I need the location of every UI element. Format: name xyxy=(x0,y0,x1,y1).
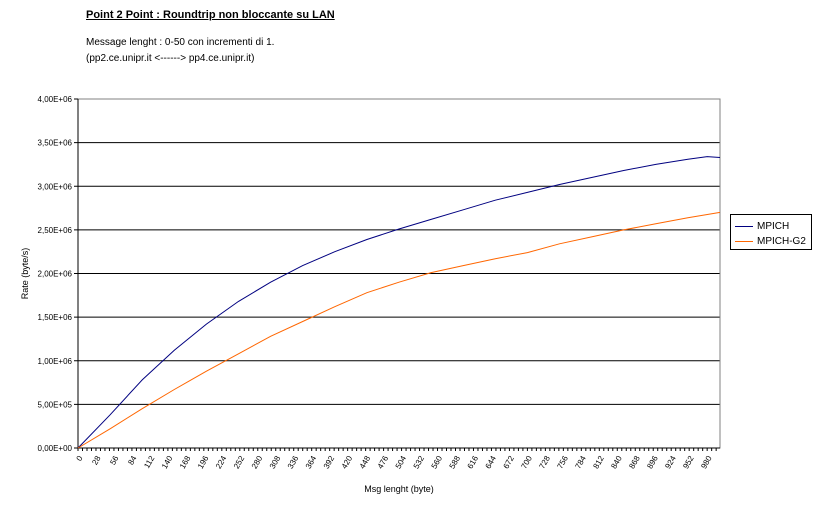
y-tick-label: 3,50E+06 xyxy=(38,139,73,148)
legend-label-mpich-g2: MPICH-G2 xyxy=(757,235,806,247)
x-tick-label: 280 xyxy=(250,454,265,471)
series-line-mpich-g2 xyxy=(77,211,721,449)
x-tick-label: 364 xyxy=(304,454,319,471)
series-line-mpich xyxy=(77,156,721,449)
x-tick-label: 392 xyxy=(322,454,337,471)
x-tick-label: 840 xyxy=(609,454,624,471)
legend-swatch-mpich-g2 xyxy=(735,240,753,242)
x-tick-label: 224 xyxy=(214,454,229,471)
legend-item-mpich-g2: MPICH-G2 xyxy=(735,235,806,247)
y-tick-label: 0,00E+00 xyxy=(38,444,73,453)
y-tick-label: 1,50E+06 xyxy=(38,313,73,322)
x-tick-label: 140 xyxy=(160,454,175,471)
x-tick-label: 252 xyxy=(232,454,247,471)
x-tick-label: 980 xyxy=(699,454,714,471)
legend: MPICH MPICH-G2 xyxy=(730,214,812,250)
subtitle-message-length: Message lenght : 0-50 con incrementi di … xyxy=(86,37,275,48)
subtitle-hosts: (pp2.ce.unipr.it <------> pp4.ce.unipr.i… xyxy=(86,53,255,64)
y-tick-label: 1,00E+06 xyxy=(38,357,73,366)
x-tick-label: 56 xyxy=(108,454,121,467)
x-tick-label: 784 xyxy=(573,454,588,471)
x-tick-label: 812 xyxy=(591,454,606,471)
x-tick-label: 588 xyxy=(448,454,463,471)
x-tick-label: 336 xyxy=(286,454,301,471)
y-tick-label: 2,50E+06 xyxy=(38,226,73,235)
x-tick-label: 924 xyxy=(663,454,678,471)
legend-item-mpich: MPICH xyxy=(735,220,789,232)
x-tick-label: 168 xyxy=(178,454,193,471)
x-tick-label: 644 xyxy=(484,454,499,471)
y-axis-label: Rate (byte/s) xyxy=(20,248,30,300)
gridlines xyxy=(78,98,720,405)
y-tick-label: 4,00E+06 xyxy=(38,95,73,104)
x-tick-label: 448 xyxy=(358,454,373,471)
y-tick-label: 3,00E+06 xyxy=(38,182,73,191)
x-tick-label: 868 xyxy=(627,454,642,471)
y-tick-label: 2,00E+06 xyxy=(38,270,73,279)
x-tick-label: 476 xyxy=(376,454,391,471)
x-tick-label: 504 xyxy=(394,454,409,471)
x-tick-label: 84 xyxy=(126,454,139,467)
series-lines xyxy=(77,156,721,449)
x-tick-label: 196 xyxy=(196,454,211,471)
x-tick-label: 700 xyxy=(520,454,535,471)
x-tick-label: 420 xyxy=(340,454,355,471)
x-tick-label: 28 xyxy=(90,454,103,467)
x-tick-label: 532 xyxy=(412,454,427,471)
x-tick-label: 896 xyxy=(645,454,660,471)
page-title: Point 2 Point : Roundtrip non bloccante … xyxy=(86,9,335,21)
legend-label-mpich: MPICH xyxy=(757,220,790,232)
x-tick-label: 728 xyxy=(537,454,552,471)
x-tick-label: 952 xyxy=(681,454,696,471)
y-tick-label: 5,00E+05 xyxy=(38,400,73,409)
x-tick-label: 756 xyxy=(555,454,570,471)
y-tick-labels: 0,00E+00 5,00E+05 1,00E+06 1,50E+06 2,00E+06… xyxy=(38,95,73,453)
x-tick-labels: 0 28 56 84 112 140 168 196 224 252 280 308 336 364 392… xyxy=(75,454,714,471)
x-tick-label: 560 xyxy=(430,454,445,471)
x-tick-label: 112 xyxy=(142,454,156,470)
legend-swatch-mpich xyxy=(735,225,753,227)
x-axis-label: Msg lenght (byte) xyxy=(364,484,434,494)
x-tick-label: 308 xyxy=(268,454,283,471)
axes xyxy=(74,98,720,451)
x-tick-label: 0 xyxy=(75,454,85,463)
x-tick-label: 672 xyxy=(502,454,517,471)
x-tick-label: 616 xyxy=(466,454,481,471)
